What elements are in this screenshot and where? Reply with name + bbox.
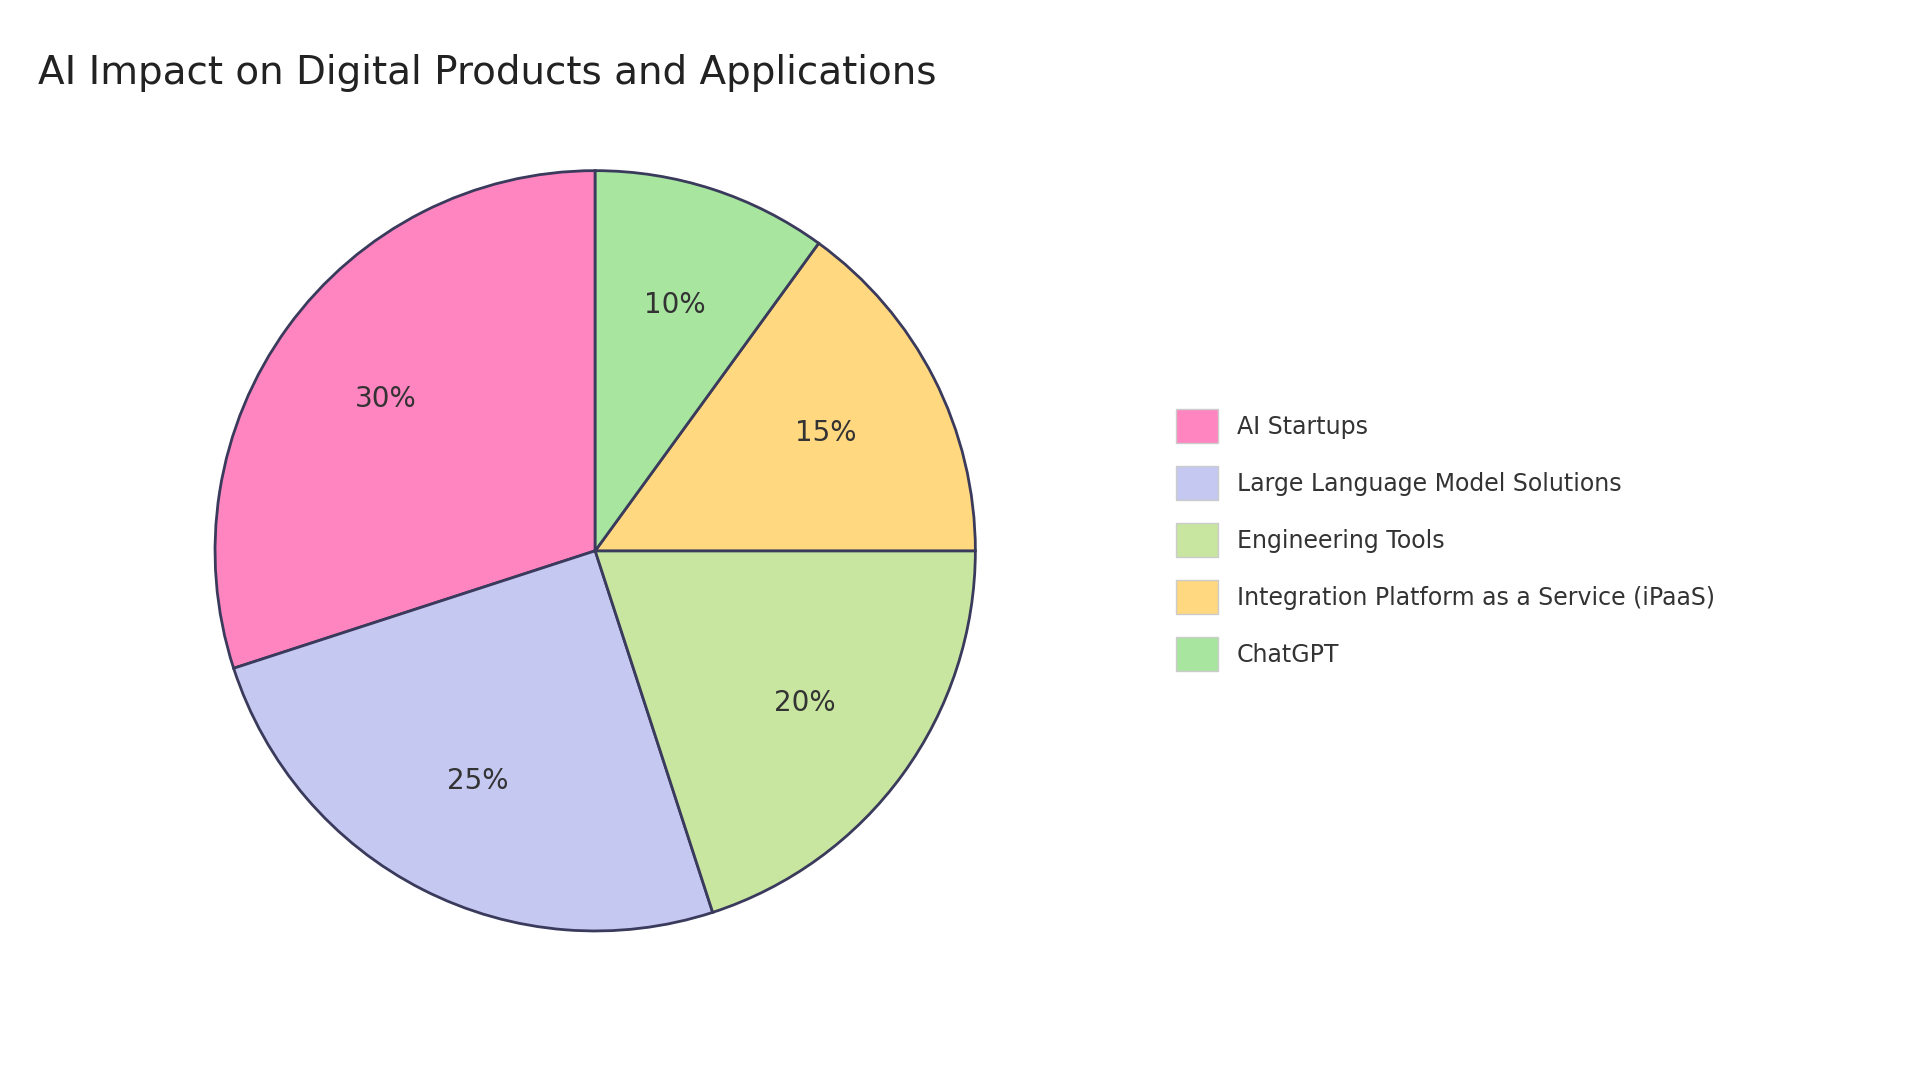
Wedge shape [595,243,975,551]
Legend: AI Startups, Large Language Model Solutions, Engineering Tools, Integration Plat: AI Startups, Large Language Model Soluti… [1164,397,1726,683]
Wedge shape [234,551,712,931]
Wedge shape [595,551,975,913]
Text: 20%: 20% [774,689,835,717]
Text: 10%: 10% [645,291,707,319]
Text: 25%: 25% [447,767,509,795]
Wedge shape [215,171,595,669]
Text: 15%: 15% [795,419,856,447]
Wedge shape [595,171,818,551]
Text: 30%: 30% [355,384,417,413]
Text: AI Impact on Digital Products and Applications: AI Impact on Digital Products and Applic… [38,54,937,92]
